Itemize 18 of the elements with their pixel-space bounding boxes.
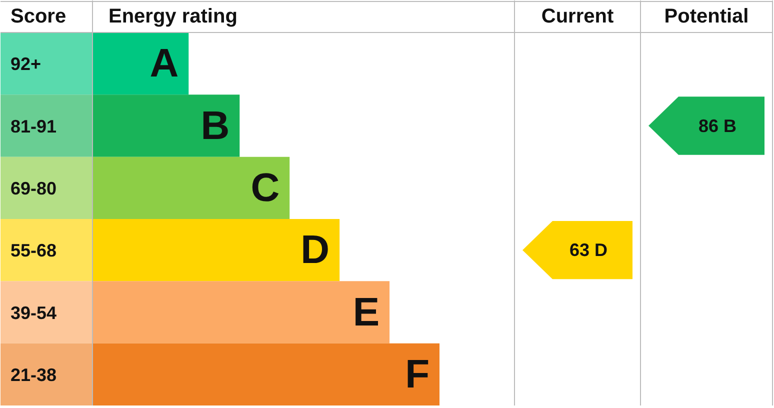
- x-axis-title: Energy rating: [108, 6, 238, 28]
- text: Potential: [664, 6, 749, 28]
- text: 39-54: [10, 302, 57, 323]
- text: 86 B: [698, 116, 737, 136]
- y-tick-label: E: [352, 290, 380, 334]
- text: 55-68: [10, 240, 57, 261]
- y-tick-label: D: [300, 228, 330, 272]
- y-tick-label: C: [250, 166, 280, 210]
- text: 81-91: [10, 116, 57, 136]
- text: 69-80: [10, 178, 57, 198]
- y-tick-label: A: [150, 42, 179, 86]
- text: 63 D: [569, 240, 608, 260]
- text: Current: [541, 6, 614, 28]
- y-tick-label: B: [200, 104, 230, 148]
- y-axis-title: Score: [10, 6, 66, 28]
- y-tick-label: F: [405, 352, 430, 396]
- text: 92+: [10, 54, 42, 74]
- text: 21-38: [10, 364, 57, 385]
